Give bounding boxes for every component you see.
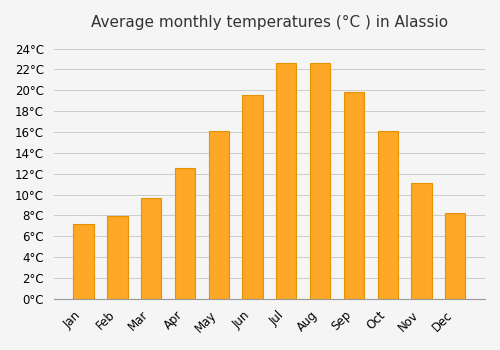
Bar <box>310 63 330 299</box>
Bar <box>107 216 128 299</box>
Bar <box>74 224 94 299</box>
Bar <box>378 131 398 299</box>
Bar <box>276 63 296 299</box>
Title: Average monthly temperatures (°C ) in Alassio: Average monthly temperatures (°C ) in Al… <box>91 15 448 30</box>
Bar <box>412 183 432 299</box>
Bar <box>208 131 229 299</box>
Bar <box>175 168 195 299</box>
Bar <box>445 214 466 299</box>
Bar <box>344 92 364 299</box>
Bar <box>141 198 162 299</box>
Bar <box>242 96 262 299</box>
